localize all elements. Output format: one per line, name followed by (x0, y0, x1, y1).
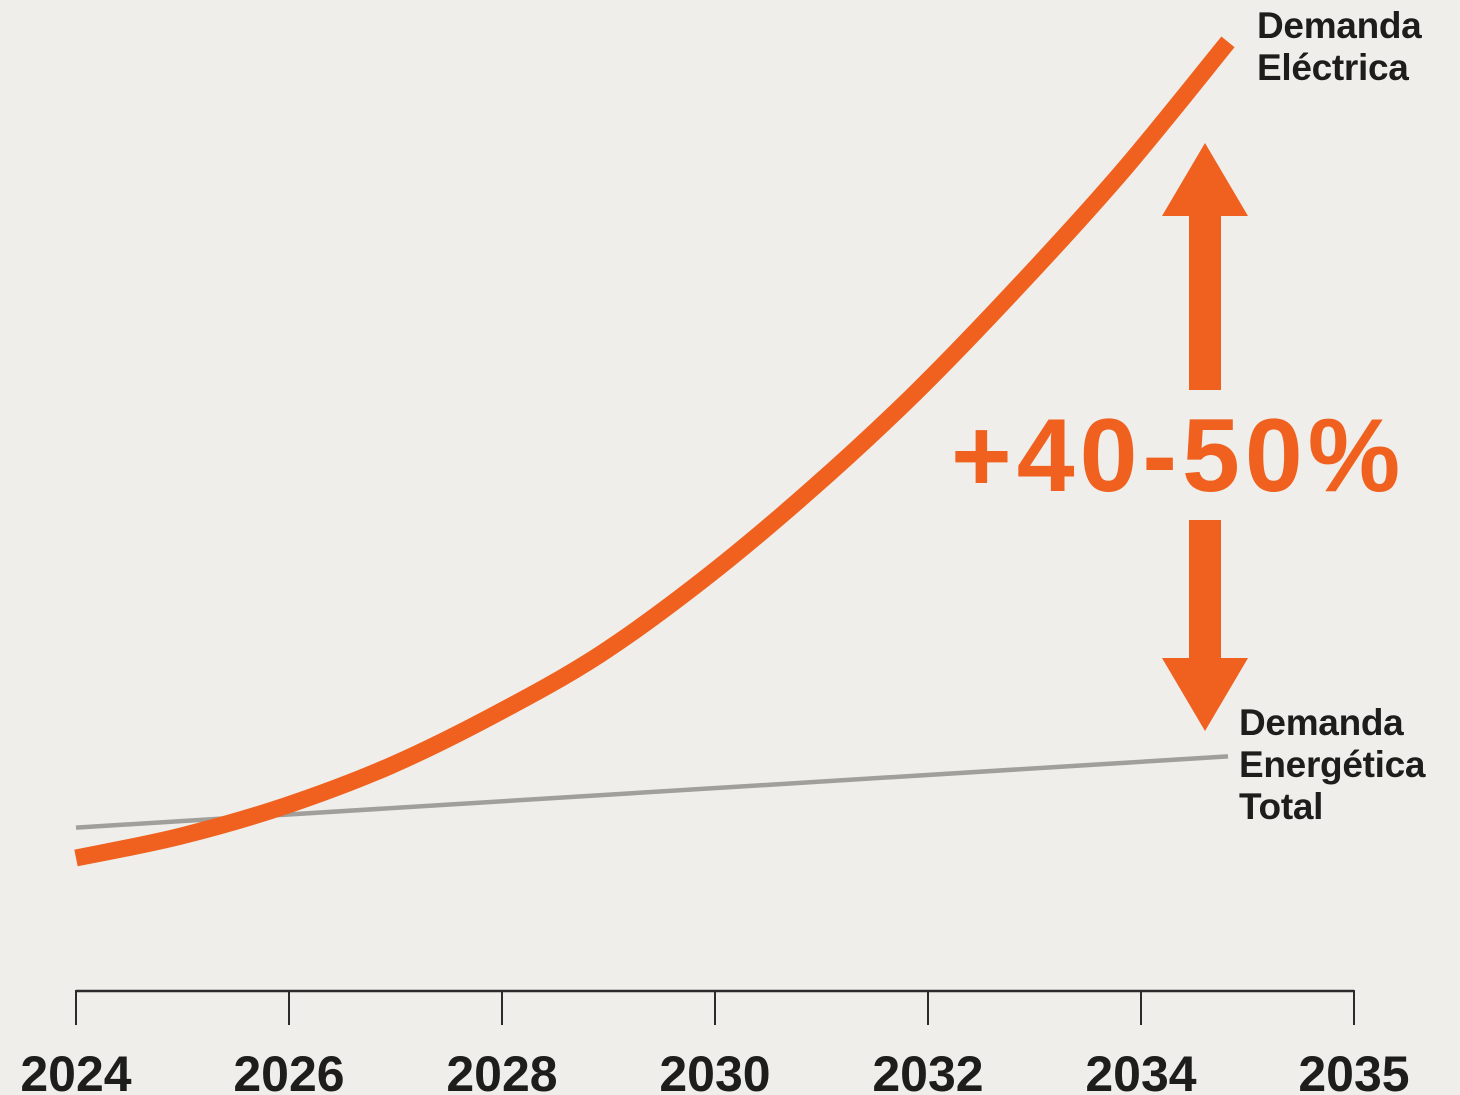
growth-annotation-group: +40-50% (951, 143, 1405, 731)
series-label-line: Demanda (1239, 702, 1404, 743)
electric-demand-label: Demanda Eléctrica (1257, 5, 1422, 88)
x-tick-label: 2034 (1085, 1046, 1196, 1095)
series-label-line: Energética (1239, 744, 1426, 785)
x-tick-label: 2032 (872, 1046, 983, 1095)
x-tick-label: 2024 (20, 1046, 131, 1095)
x-tick-label: 2026 (233, 1046, 344, 1095)
x-tick-label: 2030 (659, 1046, 770, 1095)
down-arrow-icon (1162, 520, 1248, 731)
series-label-line: Demanda (1257, 5, 1422, 46)
x-axis: 2024 2026 2028 2030 2032 2034 2035 (20, 989, 1410, 1095)
total-energy-demand-label: Demanda Energética Total (1239, 702, 1426, 827)
series-label-line: Total (1239, 786, 1323, 827)
series-layer (74, 36, 1235, 867)
x-tick-label: 2035 (1298, 1046, 1409, 1095)
x-tick-label: 2028 (446, 1046, 557, 1095)
series-label-line: Eléctrica (1257, 47, 1409, 88)
electric-demand-line (74, 36, 1235, 867)
up-arrow-icon (1162, 143, 1248, 390)
growth-annotation: +40-50% (951, 398, 1405, 514)
